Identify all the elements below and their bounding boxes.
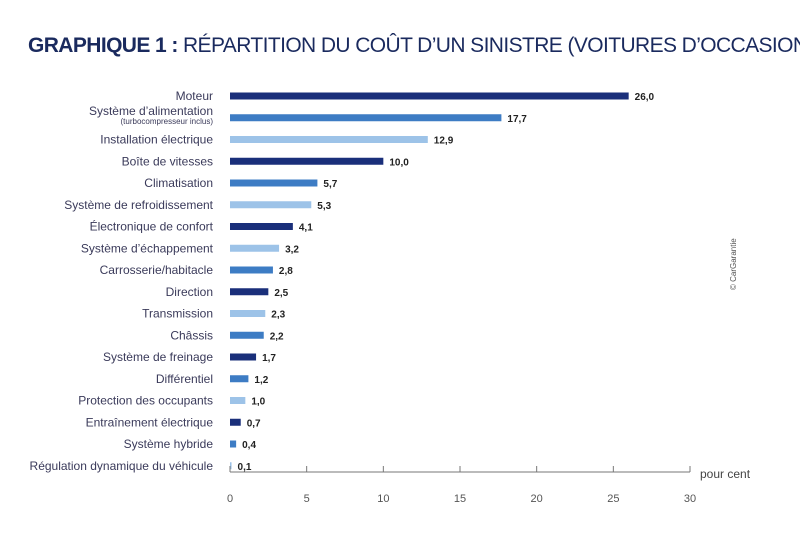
category-label: Entraînement électrique — [86, 415, 214, 429]
category-label: Installation électrique — [100, 133, 213, 147]
bar — [230, 157, 384, 165]
bar — [230, 266, 273, 274]
bar — [230, 201, 312, 209]
category-label: Carrosserie/habitacle — [100, 263, 214, 277]
category-label: Système d’alimentation — [89, 104, 213, 118]
category-label: Moteur — [176, 89, 213, 103]
bar — [230, 397, 246, 404]
chart-title: GRAPHIQUE 1 : RÉPARTITION DU COÛT D’UN S… — [28, 34, 800, 58]
data-label: 1,2 — [254, 375, 268, 386]
data-label: 2,8 — [279, 266, 293, 277]
x-tick-label: 10 — [377, 493, 389, 505]
bar — [230, 92, 629, 100]
bar — [230, 353, 257, 361]
data-label: 5,3 — [317, 201, 331, 212]
bar — [230, 114, 502, 122]
data-label: 10,0 — [389, 157, 409, 168]
data-label: 3,2 — [285, 244, 299, 255]
chart-title-text: RÉPARTITION DU COÛT D’UN SINISTRE (VOITU… — [182, 34, 800, 57]
category-label: Transmission — [142, 307, 213, 321]
data-label: 12,9 — [434, 136, 454, 147]
chart-title-lead: GRAPHIQUE 1 : — [28, 34, 178, 57]
category-label: Système de freinage — [103, 350, 213, 364]
x-tick-label: 20 — [531, 493, 543, 505]
bar — [230, 440, 237, 448]
data-label: 1,7 — [262, 353, 276, 364]
bar — [230, 179, 318, 187]
bar — [230, 331, 264, 339]
data-label: 0,7 — [247, 418, 261, 429]
category-label: Direction — [166, 285, 213, 299]
bar — [230, 375, 249, 383]
data-label: 5,7 — [323, 179, 337, 190]
category-label: Châssis — [170, 328, 213, 342]
data-label: 2,5 — [274, 288, 288, 299]
x-tick-label: 5 — [304, 493, 310, 505]
category-label: Système d’échappement — [81, 241, 214, 255]
x-axis: 0 5 10 15 20 25 30 — [227, 466, 696, 505]
x-tick-label: 25 — [607, 493, 619, 505]
bars-group: Moteur 26,0 Système d’alimentation(turboco… — [30, 89, 655, 473]
data-label: 17,7 — [507, 114, 527, 125]
data-label: 2,3 — [271, 310, 285, 321]
bar — [230, 223, 293, 230]
bar — [230, 310, 266, 317]
category-label: Différentiel — [156, 372, 213, 386]
x-tick-label: 0 — [227, 493, 233, 505]
category-label: Boîte de vitesses — [122, 154, 213, 168]
x-tick-label: 15 — [454, 493, 466, 505]
category-label: Système de refroidissement — [64, 198, 213, 212]
data-label: 0,4 — [242, 440, 256, 451]
category-label: Électronique de confort — [90, 219, 214, 234]
bar — [230, 136, 428, 143]
category-sublabel: (turbocompresseur inclus) — [121, 117, 214, 126]
data-label: 2,2 — [270, 331, 284, 342]
x-tick-label: 30 — [684, 493, 696, 505]
x-axis-unit-label: pour cent — [700, 467, 751, 481]
category-label: Protection des occupants — [78, 394, 213, 408]
category-label: Système hybride — [124, 437, 214, 451]
data-label: 1,0 — [251, 397, 265, 408]
data-label: 4,1 — [299, 223, 313, 234]
bar — [230, 288, 269, 296]
bar — [230, 418, 241, 426]
category-label: Régulation dynamique du véhicule — [30, 459, 214, 473]
bar — [230, 244, 280, 252]
data-label: 0,1 — [238, 462, 252, 473]
data-label: 26,0 — [635, 92, 655, 103]
source-credit: © CarGarantie — [729, 238, 738, 290]
bar — [230, 462, 232, 470]
category-label: Climatisation — [144, 176, 213, 190]
